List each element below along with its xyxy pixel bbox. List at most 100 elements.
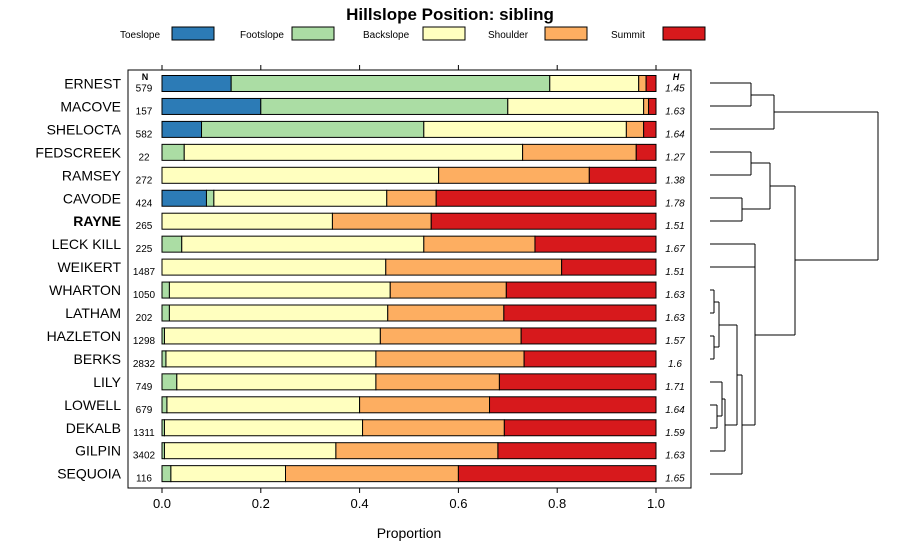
- bar-segment-berks-footslope: [161, 350, 167, 368]
- bar-segment-berks-backslope: [165, 350, 377, 368]
- legend-swatch-summit: [662, 26, 706, 41]
- legend: Toeslope Footslope Backslope Shoulder Summit: [120, 26, 706, 41]
- row-label-hazleton: HAZLETON: [47, 328, 121, 344]
- h-value-rayne: 1.51: [665, 221, 684, 232]
- bar-segment-berks-shoulder: [375, 350, 525, 368]
- legend-label-toeslope: Toeslope: [120, 30, 160, 41]
- bar-segment-sequoia-shoulder: [285, 465, 459, 483]
- bar-segment-macove-backslope: [507, 97, 645, 115]
- h-value-hazleton: 1.57: [665, 336, 685, 347]
- n-value-dekalb: 1311: [133, 428, 155, 439]
- bar-segment-rayne-summit: [430, 212, 657, 230]
- h-value-ramsey: 1.38: [665, 175, 685, 186]
- bar-row-shelocta: SHELOCTA 582 1.64: [47, 120, 685, 140]
- x-tick-label-0: 0.0: [153, 496, 171, 511]
- bar-segment-lowell-summit: [489, 396, 657, 414]
- row-label-fedscreek: FEDSCREEK: [35, 144, 121, 160]
- row-label-macove: MACOVE: [60, 98, 121, 114]
- bar-segment-leck-kill-summit: [534, 235, 657, 253]
- bar-row-sequoia: SEQUOIA 116 1.65: [57, 465, 685, 485]
- row-label-dekalb: DEKALB: [66, 420, 121, 436]
- legend-swatch-backslope: [422, 26, 466, 41]
- h-value-wharton: 1.63: [665, 290, 685, 301]
- n-value-berks: 2832: [133, 359, 156, 370]
- row-label-weikert: WEIKERT: [57, 259, 121, 275]
- x-tick-label-1: 0.2: [252, 496, 270, 511]
- legend-label-summit: Summit: [611, 30, 645, 41]
- chart-title: Hillslope Position: sibling: [346, 5, 554, 24]
- bar-row-weikert: WEIKERT 1487 1.51: [57, 258, 685, 278]
- bar-segment-wharton-backslope: [168, 281, 391, 299]
- row-label-sequoia: SEQUOIA: [57, 466, 121, 482]
- bar-segment-latham-shoulder: [387, 304, 505, 322]
- h-column-header: H: [673, 72, 680, 82]
- bar-segment-rayne-backslope: [161, 212, 333, 230]
- bar-row-berks: BERKS 2832 1.6: [74, 350, 682, 370]
- n-value-weikert: 1487: [133, 267, 156, 278]
- bar-segment-dekalb-shoulder: [362, 419, 505, 437]
- row-label-rayne: RAYNE: [73, 213, 121, 229]
- bar-segment-cavode-shoulder: [386, 189, 437, 207]
- bar-segment-cavode-summit: [435, 189, 657, 207]
- bar-row-gilpin: GILPIN 3402 1.63: [75, 442, 685, 462]
- bar-segment-hazleton-shoulder: [379, 327, 522, 345]
- h-value-macove: 1.63: [665, 106, 685, 117]
- n-value-latham: 202: [136, 313, 153, 324]
- bar-segment-leck-kill-footslope: [161, 235, 183, 253]
- row-label-latham: LATHAM: [65, 305, 121, 321]
- row-label-shelocta: SHELOCTA: [47, 121, 122, 137]
- bar-row-fedscreek: FEDSCREEK 22 1.27: [35, 143, 685, 163]
- bar-segment-sequoia-backslope: [170, 465, 286, 483]
- bar-segment-fedscreek-summit: [635, 143, 657, 161]
- legend-label-backslope: Backslope: [363, 30, 410, 41]
- bar-segment-latham-footslope: [161, 304, 170, 322]
- x-tick-label-3: 0.6: [449, 496, 467, 511]
- bar-row-leck-kill: LECK KILL 225 1.67: [52, 235, 685, 255]
- bar-segment-cavode-toeslope: [161, 189, 207, 207]
- bar-segment-macove-toeslope: [161, 97, 262, 115]
- bar-segment-berks-summit: [523, 350, 657, 368]
- row-label-ramsey: RAMSEY: [62, 167, 122, 183]
- bar-segment-ernest-toeslope: [161, 75, 232, 92]
- row-label-wharton: WHARTON: [49, 282, 121, 298]
- n-value-leck-kill: 225: [136, 244, 153, 255]
- bar-segment-ramsey-shoulder: [438, 166, 590, 184]
- bar-segment-gilpin-summit: [497, 442, 657, 460]
- n-value-lily: 749: [136, 382, 153, 393]
- bar-segment-ernest-shoulder: [638, 75, 647, 92]
- bar-segment-shelocta-summit: [643, 120, 657, 138]
- bar-segment-lowell-backslope: [166, 396, 361, 414]
- bar-row-lily: LILY 749 1.71: [93, 373, 685, 393]
- bar-segment-weikert-backslope: [161, 258, 387, 276]
- n-value-hazleton: 1298: [133, 336, 156, 347]
- row-label-ernest: ERNEST: [64, 76, 121, 92]
- bar-row-dekalb: DEKALB 1311 1.59: [66, 419, 685, 439]
- bar-row-cavode: CAVODE 424 1.78: [63, 189, 685, 209]
- bar-segment-macove-footslope: [260, 97, 509, 115]
- bar-rows: ERNEST 579 1.45 MACOVE 157 1.63 SHELOCTA 582 1.6…: [35, 75, 685, 485]
- h-value-fedscreek: 1.27: [665, 152, 685, 163]
- bar-segment-lily-summit: [498, 373, 657, 391]
- bar-segment-sequoia-summit: [457, 465, 657, 483]
- bar-segment-shelocta-shoulder: [625, 120, 645, 138]
- bar-segment-leck-kill-shoulder: [423, 235, 536, 253]
- bar-segment-leck-kill-backslope: [181, 235, 425, 253]
- h-value-dekalb: 1.59: [665, 428, 685, 439]
- n-value-wharton: 1050: [133, 290, 156, 301]
- n-value-rayne: 265: [136, 221, 153, 232]
- dendrogram: [710, 82, 879, 475]
- bar-row-rayne: RAYNE 265 1.51: [73, 212, 685, 232]
- bar-segment-wharton-summit: [505, 281, 657, 299]
- h-value-lily: 1.71: [665, 382, 684, 393]
- bar-segment-wharton-footslope: [161, 281, 170, 299]
- bar-segment-ernest-summit: [645, 75, 657, 92]
- x-tick-label-5: 1.0: [647, 496, 665, 511]
- bar-segment-hazleton-backslope: [163, 327, 381, 345]
- legend-swatch-toeslope: [171, 26, 215, 41]
- bar-segment-ramsey-summit: [588, 166, 657, 184]
- n-value-lowell: 679: [136, 405, 153, 416]
- bar-segment-shelocta-backslope: [423, 120, 627, 138]
- n-column-header: N: [142, 72, 149, 82]
- h-value-shelocta: 1.64: [665, 129, 685, 140]
- bar-segment-dekalb-backslope: [163, 419, 364, 437]
